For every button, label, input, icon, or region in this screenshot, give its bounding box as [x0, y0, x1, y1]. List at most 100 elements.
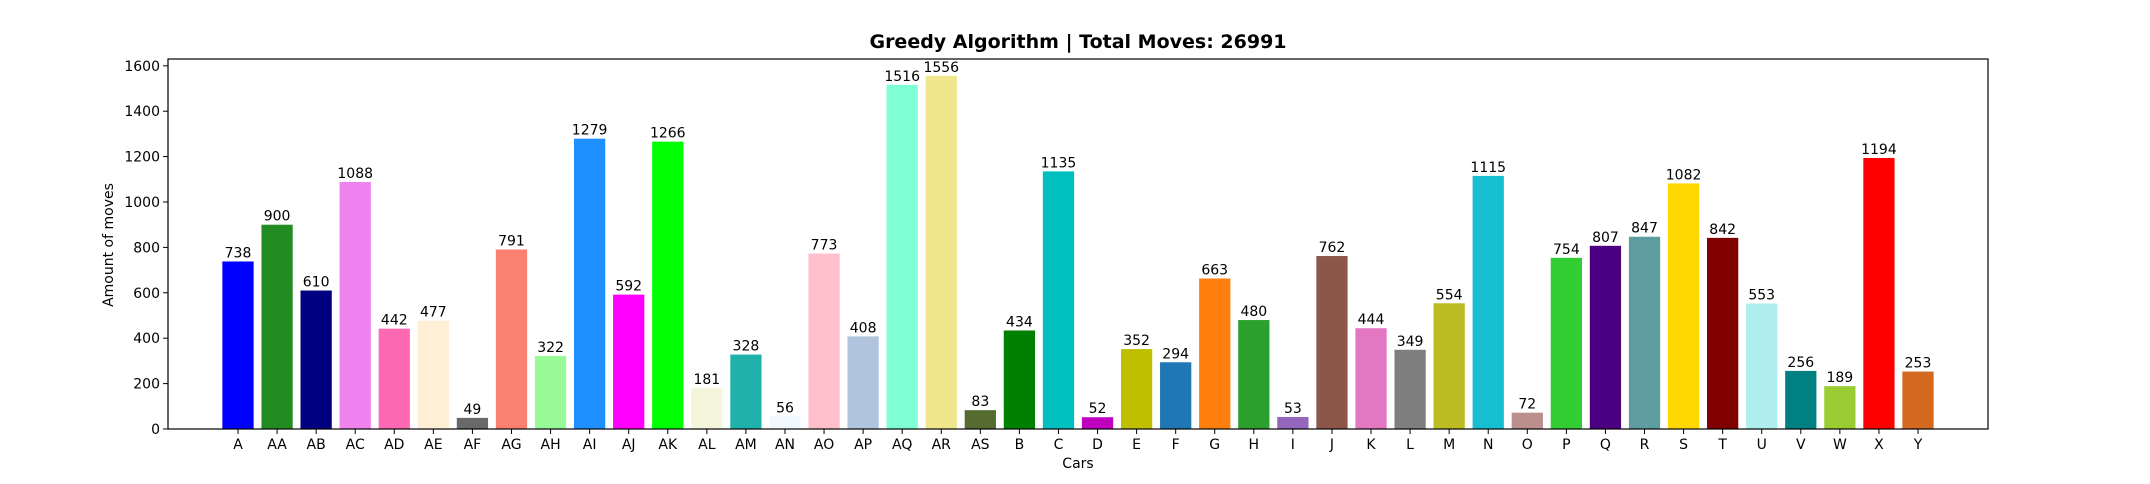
bar-ak: [652, 141, 684, 429]
x-tick-label-h: H: [1249, 437, 1260, 453]
data-label-h: 480: [1240, 304, 1267, 320]
data-label-an: 56: [776, 400, 794, 416]
bar-p: [1550, 257, 1582, 429]
x-tick-label-an: AN: [775, 437, 795, 453]
bar-l: [1394, 349, 1426, 429]
x-tick-label-ad: AD: [384, 437, 404, 453]
bar-i: [1277, 416, 1309, 429]
x-tick-label-am: AM: [735, 437, 757, 453]
data-label-aa: 900: [264, 209, 291, 225]
bar-aj: [613, 294, 645, 429]
x-tick-label-o: O: [1522, 437, 1533, 453]
bar-am: [730, 354, 762, 429]
plot-frame: [167, 58, 1989, 430]
x-tick-label-aa: AA: [267, 437, 287, 453]
x-tick-label-aq: AQ: [892, 437, 912, 453]
x-tick-label-ah: AH: [541, 437, 561, 453]
data-label-ag: 791: [498, 233, 525, 249]
y-tick-label-400: 400: [133, 331, 160, 347]
data-label-ac: 1088: [337, 166, 373, 182]
data-label-w: 189: [1826, 370, 1853, 386]
x-tick-label-ap: AP: [854, 437, 872, 453]
data-label-ai: 1279: [572, 123, 608, 139]
bar-aa: [261, 224, 293, 429]
bar-o: [1511, 412, 1543, 429]
x-axis-label: Cars: [1062, 456, 1093, 472]
x-tick-label-q: Q: [1600, 437, 1611, 453]
x-tick-label-g: G: [1209, 437, 1220, 453]
x-tick-label-i: I: [1291, 437, 1295, 453]
data-label-aj: 592: [615, 279, 642, 295]
data-label-b: 434: [1006, 314, 1033, 330]
bar-g: [1199, 278, 1231, 429]
data-label-a: 738: [225, 245, 252, 261]
bar-af: [456, 417, 489, 429]
x-tick-label-f: F: [1172, 437, 1180, 453]
y-tick-label-0: 0: [151, 422, 160, 438]
data-label-al: 181: [693, 372, 720, 388]
data-label-ae: 477: [420, 305, 447, 321]
bar-w: [1824, 386, 1856, 429]
data-label-k: 444: [1358, 312, 1385, 328]
data-label-t: 842: [1709, 222, 1736, 238]
bar-q: [1589, 245, 1622, 429]
data-label-ao: 773: [811, 238, 838, 254]
data-labels-group: 738 900 610 1088 442 477 49 791 322 1279 592 1266 18…: [225, 60, 1932, 418]
y-tick-label-200: 200: [133, 377, 160, 393]
data-label-e: 352: [1123, 333, 1150, 349]
data-label-d: 52: [1089, 401, 1107, 417]
y-tick-label-1200: 1200: [124, 150, 160, 166]
x-tick-label-r: R: [1640, 437, 1650, 453]
bars-group: [222, 75, 1934, 430]
bar-ae: [417, 320, 449, 429]
x-tick-label-ai: AI: [583, 437, 597, 453]
bar-ad: [378, 328, 410, 429]
x-tick-label-aj: AJ: [622, 437, 636, 453]
data-label-ad: 442: [381, 313, 408, 329]
x-tick-label-ao: AO: [814, 437, 834, 453]
x-tick-label-a: A: [233, 437, 243, 453]
bar-ar: [925, 75, 957, 430]
data-label-as: 83: [971, 394, 989, 410]
bar-n: [1472, 175, 1504, 429]
bar-ac: [339, 182, 371, 429]
bar-aq: [886, 84, 918, 429]
data-label-r: 847: [1631, 221, 1658, 237]
bar-c: [1042, 171, 1075, 430]
bar-x: [1863, 157, 1895, 429]
x-tick-label-ak: AK: [658, 437, 678, 453]
bar-r: [1628, 236, 1661, 429]
data-label-s: 1082: [1666, 167, 1702, 183]
data-label-ah: 322: [537, 340, 564, 356]
bar-ab: [300, 290, 332, 429]
x-tick-label-as: AS: [971, 437, 990, 453]
x-tick-label-x: X: [1874, 437, 1884, 453]
data-label-l: 349: [1397, 334, 1424, 350]
y-axis-ticks: 0 200 400 600 800 1000 1200 1400 1600: [124, 59, 168, 438]
bar-y: [1902, 371, 1934, 429]
data-label-c: 1135: [1041, 155, 1077, 171]
x-tick-label-j: J: [1329, 437, 1334, 453]
bar-m: [1433, 303, 1465, 429]
data-label-p: 754: [1553, 242, 1580, 258]
data-label-o: 72: [1518, 397, 1536, 413]
x-tick-label-al: AL: [698, 437, 716, 453]
data-label-ak: 1266: [650, 126, 686, 142]
x-tick-label-u: U: [1757, 437, 1767, 453]
bar-ag: [495, 249, 528, 429]
data-label-aq: 1516: [884, 69, 920, 85]
data-label-x: 1194: [1861, 142, 1897, 158]
bar-a: [222, 261, 254, 429]
bar-al: [691, 387, 723, 429]
data-label-i: 53: [1284, 401, 1302, 417]
x-tick-label-k: K: [1366, 437, 1376, 453]
data-label-f: 294: [1162, 346, 1189, 362]
x-tick-label-p: P: [1562, 437, 1570, 453]
x-axis-ticks: A AA AB AC AD AE AF AG AH AI AJ AK AL AM AN AO AP AQ AR AS B…: [233, 429, 1923, 453]
y-tick-label-1400: 1400: [124, 104, 160, 120]
bar-ao: [808, 253, 840, 429]
data-label-m: 554: [1436, 287, 1463, 303]
x-tick-label-ae: AE: [424, 437, 442, 453]
